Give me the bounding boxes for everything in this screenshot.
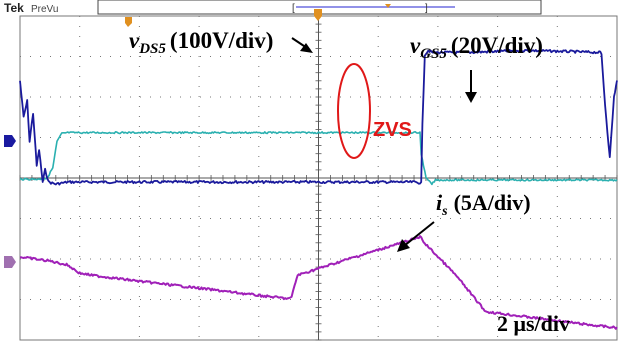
trigger-level-marker <box>125 17 132 27</box>
graticule <box>19 15 618 341</box>
vds-var: v <box>129 28 140 53</box>
is-var: i <box>436 190 443 215</box>
header-bar: Tek PreVu [ ] <box>4 0 542 15</box>
mode-label: PreVu <box>31 4 58 15</box>
trigger-time-marker <box>314 9 322 21</box>
zvs-ellipse <box>337 63 371 159</box>
is-label: is (5A/div) <box>436 190 531 219</box>
record-bracket-right: ] <box>425 3 428 14</box>
vgs-scale: (20V/div) <box>451 33 543 58</box>
vgs-arrow <box>465 70 477 103</box>
vds-scale: (100V/div) <box>170 28 274 53</box>
is-arrow <box>397 221 435 252</box>
ch1-ground-marker <box>4 135 16 147</box>
is-sub: s <box>441 204 448 219</box>
is-scale: (5A/div) <box>454 190 531 215</box>
trigger-position-marker <box>385 4 391 8</box>
vgs-var: v <box>410 33 421 58</box>
zvs-callout: ZVS <box>337 63 412 159</box>
vgs-label: vGS5 (20V/div) <box>410 33 543 62</box>
vgs-sub: GS5 <box>420 46 447 62</box>
zvs-label: ZVS <box>373 119 412 141</box>
channel-markers <box>4 9 322 268</box>
timebase-label: 2 μs/div <box>497 311 570 336</box>
record-bracket-left: [ <box>292 3 295 14</box>
vgs-trace <box>19 131 618 186</box>
brand-label: Tek <box>4 1 24 15</box>
vds-trace <box>19 48 618 186</box>
is-trace <box>19 235 618 330</box>
vds-label: vDS5 (100V/div) <box>129 28 273 57</box>
vds-arrow <box>291 37 313 53</box>
ch3-ground-marker <box>4 256 16 268</box>
vds-sub: DS5 <box>138 41 166 57</box>
